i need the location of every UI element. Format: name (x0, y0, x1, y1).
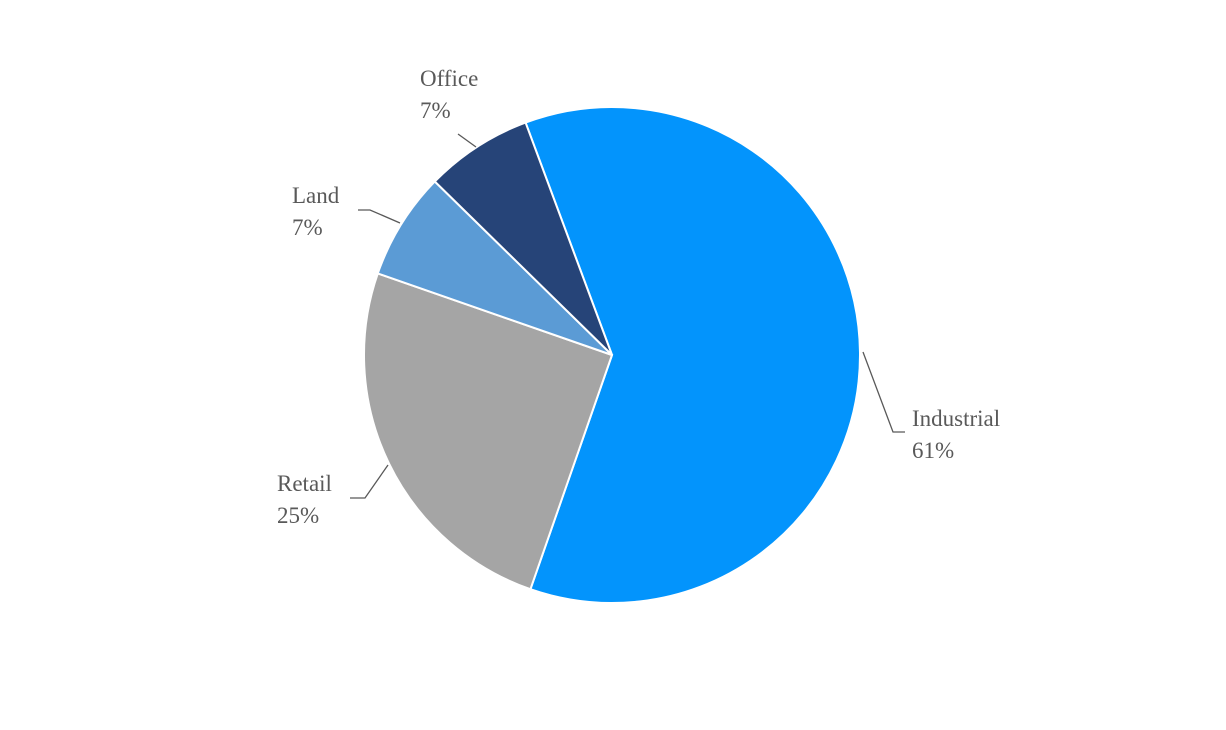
slice-label: Land (292, 183, 340, 208)
slice-label: Office (420, 66, 478, 91)
slice-value-label: 7% (292, 215, 323, 240)
leader-line (457, 133, 477, 148)
slice-value-label: 25% (277, 503, 319, 528)
slice-value-label: 61% (912, 438, 954, 463)
leader-line (862, 351, 905, 433)
pie-slice (433, 121, 613, 356)
slice-label: Industrial (912, 406, 1000, 431)
pie-slice (376, 180, 613, 356)
pie-slice (524, 106, 861, 604)
slice-label: Retail (277, 471, 332, 496)
leader-line (350, 464, 389, 499)
pie-slice (363, 272, 614, 591)
leader-line (358, 209, 401, 224)
slice-value-label: 7% (420, 98, 451, 123)
